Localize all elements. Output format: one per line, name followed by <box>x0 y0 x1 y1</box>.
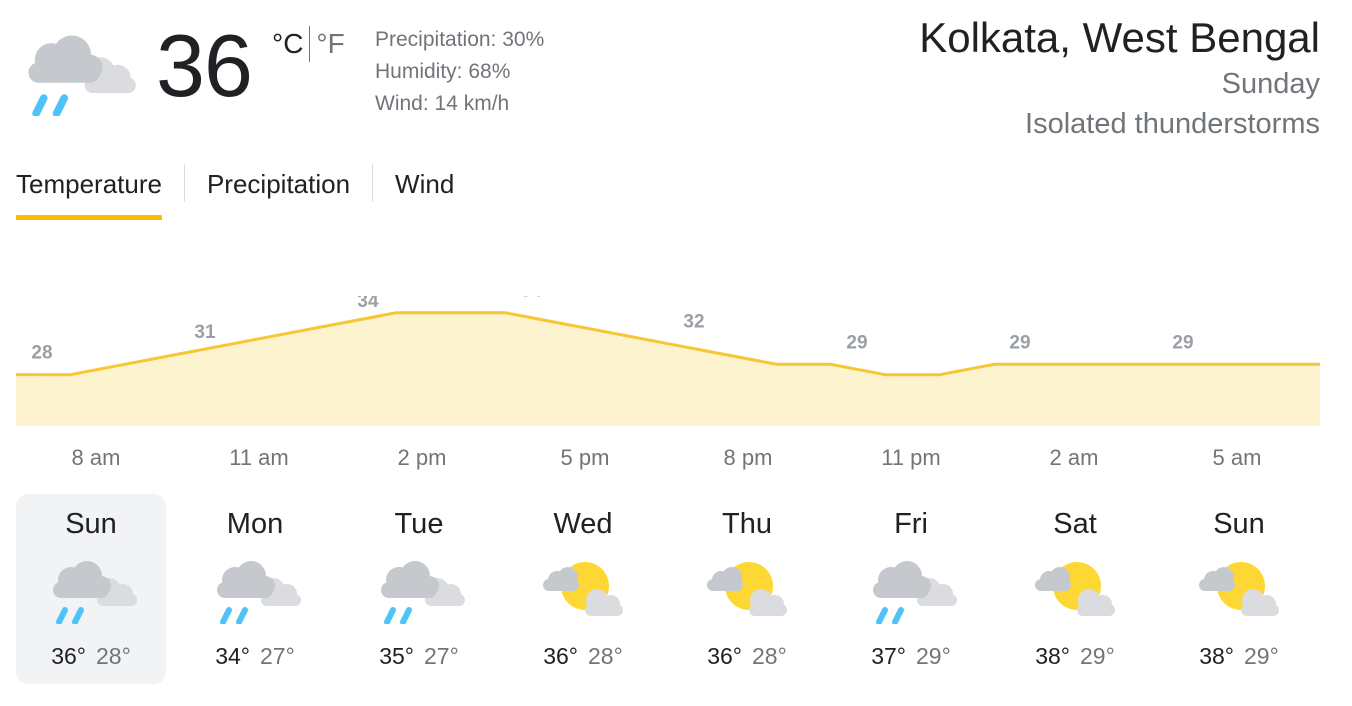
temperature-data-label: 29 <box>1172 332 1193 353</box>
time-tick-label: 2 am <box>1049 445 1099 470</box>
weather-details: Precipitation: 30% Humidity: 68% Wind: 1… <box>375 24 544 120</box>
time-tick-label: 5 pm <box>560 445 610 470</box>
time-tick-label: 11 am <box>229 445 289 470</box>
forecast-day-thu[interactable]: Thu 36° 28° <box>672 494 822 684</box>
high-temperature: 36° <box>543 643 578 669</box>
rain-cloud-icon <box>373 552 465 624</box>
low-temperature: 27° <box>424 643 459 669</box>
partly-cloudy-icon <box>1199 562 1279 616</box>
high-temperature: 35° <box>379 643 414 669</box>
location-day: Sunday <box>1221 68 1320 100</box>
temperature-line <box>16 311 1320 377</box>
celsius-toggle[interactable]: °C <box>272 28 304 59</box>
high-temperature: 38° <box>1199 643 1234 669</box>
day-name: Mon <box>226 508 284 540</box>
rain-cloud-icon <box>865 552 957 624</box>
day-name: Sun <box>1213 508 1265 540</box>
temperature-data-label: 29 <box>1009 332 1030 353</box>
low-temperature: 28° <box>96 643 131 669</box>
partly-cloudy-icon <box>707 562 787 616</box>
forecast-day-tue[interactable]: Tue 35° 27° <box>344 494 494 684</box>
time-tick-label: 2 pm <box>397 445 447 470</box>
temperature-data-label: 31 <box>194 322 216 343</box>
low-temperature: 29° <box>1244 643 1279 669</box>
day-name: Sat <box>1053 508 1097 540</box>
rain-cloud-icon <box>18 24 136 116</box>
tab-wind[interactable]: Wind <box>395 169 455 199</box>
forecast-day-sun[interactable]: Sun 38° 29° <box>1164 494 1314 684</box>
high-temperature: 36° <box>707 643 742 669</box>
time-tick-label: 8 pm <box>723 445 773 470</box>
day-temperatures: 38° 29° <box>1164 640 1314 672</box>
day-temperatures: 36° 28° <box>508 640 658 672</box>
temperature-data-label: 29 <box>846 332 867 353</box>
day-name: Thu <box>722 508 772 540</box>
unit-switcher: °C °F <box>272 26 345 62</box>
low-temperature: 28° <box>752 643 787 669</box>
location-header: Kolkata, West Bengal Sunday Isolated thu… <box>919 12 1320 144</box>
data-labels: 28 31 34 34 32 29 29 29 <box>31 296 1193 364</box>
rain-cloud-icon <box>209 552 301 624</box>
precipitation-text: Precipitation: 30% <box>375 28 545 51</box>
time-axis: 8 am 11 am 2 pm 5 pm 8 pm 11 pm 2 am 5 am <box>16 440 1320 480</box>
tab-precipitation[interactable]: Precipitation <box>206 169 351 199</box>
forecast-day-fri[interactable]: Fri 37° 29° <box>836 494 986 684</box>
tab-divider <box>183 164 185 202</box>
low-temperature: 29° <box>916 643 951 669</box>
unit-divider <box>309 26 311 62</box>
temperature-data-label: 28 <box>31 343 52 364</box>
weather-condition: Isolated thunderstorms <box>1025 108 1320 140</box>
tab-divider <box>372 164 374 202</box>
day-temperatures: 35° 27° <box>344 640 494 672</box>
time-tick-label: 5 am <box>1212 445 1262 470</box>
temperature-chart: 28 31 34 34 32 29 29 29 <box>16 296 1320 426</box>
time-tick-label: 11 pm <box>881 445 941 470</box>
high-temperature: 37° <box>871 643 906 669</box>
high-temperature: 36° <box>51 643 86 669</box>
temperature-data-label: 34 <box>520 296 542 302</box>
day-name: Tue <box>394 508 444 540</box>
time-tick-label: 8 am <box>71 445 121 470</box>
humidity-text: Humidity: 68% <box>375 60 511 83</box>
tab-temperature[interactable]: Temperature <box>16 162 162 220</box>
chart-tabs: Temperature Precipitation Wind <box>16 162 454 222</box>
day-temperatures: 36° 28° <box>16 640 166 672</box>
day-name: Fri <box>894 508 928 540</box>
daily-forecast: Sun 36° 28° Mon 34° 27° Tue 35° 27° Wed 36° 28° Thu 3… <box>16 494 1328 684</box>
forecast-day-mon[interactable]: Mon 34° 27° <box>180 494 330 684</box>
wind-text: Wind: 14 km/h <box>375 92 510 115</box>
day-temperatures: 36° 28° <box>672 640 822 672</box>
forecast-day-sat[interactable]: Sat 38° 29° <box>1000 494 1150 684</box>
high-temperature: 38° <box>1035 643 1070 669</box>
fahrenheit-toggle[interactable]: °F <box>316 28 345 59</box>
high-temperature: 34° <box>215 643 250 669</box>
temperature-area <box>16 312 1320 426</box>
low-temperature: 29° <box>1080 643 1115 669</box>
forecast-day-wed[interactable]: Wed 36° 28° <box>508 494 658 684</box>
day-temperatures: 37° 29° <box>836 640 986 672</box>
current-temperature: 36 <box>156 16 253 115</box>
day-temperatures: 38° 29° <box>1000 640 1150 672</box>
partly-cloudy-icon <box>1035 562 1115 616</box>
rain-cloud-icon <box>45 552 137 624</box>
forecast-day-sun[interactable]: Sun 36° 28° <box>16 494 166 684</box>
low-temperature: 28° <box>588 643 623 669</box>
low-temperature: 27° <box>260 643 295 669</box>
day-name: Wed <box>553 508 613 540</box>
day-temperatures: 34° 27° <box>180 640 330 672</box>
temperature-data-label: 34 <box>357 296 379 312</box>
temperature-data-label: 32 <box>683 312 704 333</box>
location-title: Kolkata, West Bengal <box>919 14 1320 61</box>
partly-cloudy-icon <box>543 562 623 616</box>
day-name: Sun <box>65 508 117 540</box>
